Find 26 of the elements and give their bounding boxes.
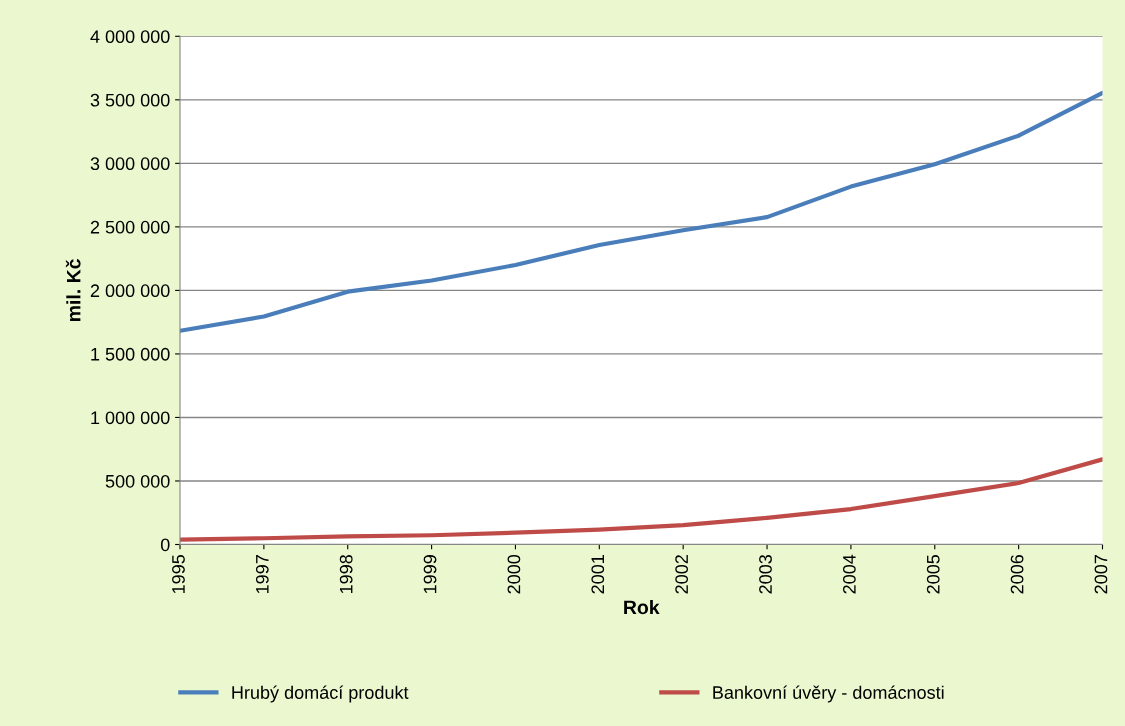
y-tick-label: 1 000 000: [91, 411, 170, 425]
legend-label: Bankovní úvěry - domácnosti: [713, 685, 944, 703]
y-tick-label: 2 000 000: [90, 284, 170, 298]
y-axis-title: mil. Kč: [65, 259, 81, 321]
y-tick-label: 3 500 000: [90, 93, 170, 107]
x-tick-label: 1998: [339, 555, 353, 594]
y-tick-label: 500 000: [105, 474, 170, 488]
x-tick-label: 2006: [1010, 555, 1024, 594]
y-tick-label: 4 000 000: [90, 30, 170, 44]
x-tick-label: 2005: [926, 554, 940, 594]
y-tick-label: 3 000 000: [90, 157, 170, 171]
x-tick-label: 1995: [172, 554, 185, 594]
y-tick-label: 0: [160, 538, 170, 552]
line-series: [180, 90, 1103, 333]
x-tick-label: 2007: [1094, 555, 1108, 594]
x-tick-label: 2001: [591, 555, 605, 594]
x-tick-label: 2004: [842, 554, 856, 594]
x-tick-label: 2000: [507, 554, 521, 594]
legend-label: Hrubý domácí produkt: [232, 685, 409, 703]
x-tick-label: 1999: [423, 555, 437, 594]
x-axis-title: Rok: [624, 599, 660, 615]
x-tick-label: 2002: [675, 555, 689, 594]
y-tick-label: 2 500 000: [90, 220, 170, 234]
y-tick-label: 1 500 000: [91, 347, 170, 361]
x-tick-label: 1997: [255, 555, 269, 594]
x-tick-label: 2003: [759, 555, 772, 594]
